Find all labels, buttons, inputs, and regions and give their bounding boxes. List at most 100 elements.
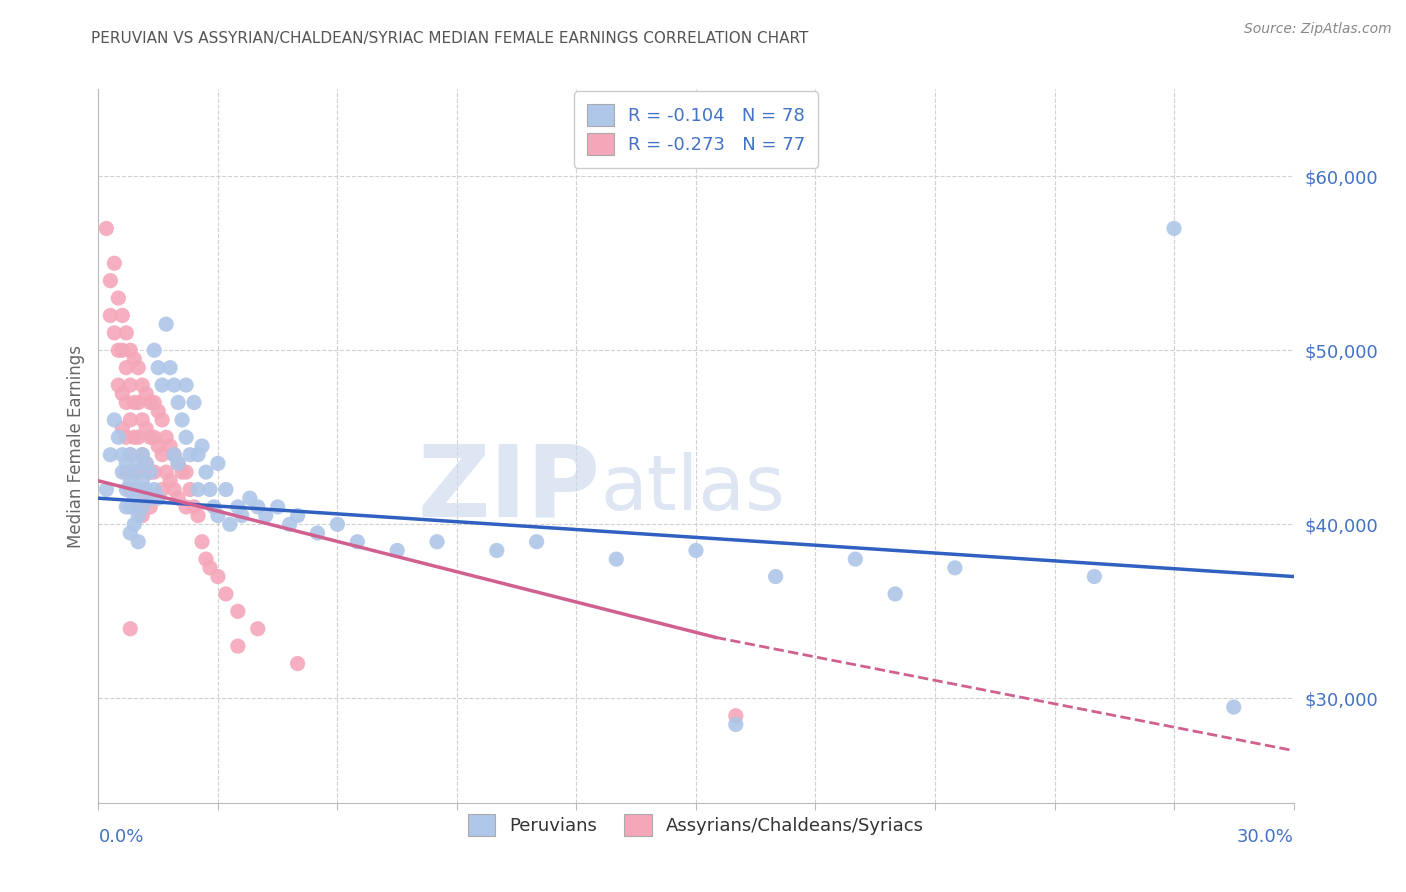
Point [135,483,157,497]
Point [191,534,214,549]
Legend: Peruvians, Assyrians/Chaldeans/Syriacs: Peruvians, Assyrians/Chaldeans/Syriacs [454,800,938,851]
Point [127,465,149,479]
Point [187,483,209,497]
Point [115,457,138,471]
Point [115,360,138,375]
Point [191,439,214,453]
Point [163,483,186,497]
Point [111,343,134,358]
Point [246,500,269,514]
Point [127,483,149,497]
Point [426,534,449,549]
Point [159,474,181,488]
Text: 0.0%: 0.0% [98,828,143,846]
Point [183,395,205,409]
Point [159,360,181,375]
Point [139,465,162,479]
Point [124,395,146,409]
Point [215,483,238,497]
Point [155,317,177,331]
Point [155,430,177,444]
Point [124,465,146,479]
Point [135,457,157,471]
Point [120,526,142,541]
Point [1083,569,1105,583]
Point [167,457,190,471]
Point [131,413,153,427]
Point [98,274,122,288]
Point [135,457,157,471]
Point [202,500,225,514]
Point [1223,700,1246,714]
Point [267,500,290,514]
Point [172,413,194,427]
Point [120,448,142,462]
Text: Source: ZipAtlas.com: Source: ZipAtlas.com [1244,22,1392,37]
Point [287,508,309,523]
Point [159,439,181,453]
Point [167,395,190,409]
Point [174,430,197,444]
Point [124,351,146,366]
Point [127,508,149,523]
Point [107,291,129,305]
Point [278,517,301,532]
Point [167,491,190,506]
Point [254,508,277,523]
Point [120,500,142,514]
Point [107,343,129,358]
Point [111,309,134,323]
Point [120,378,142,392]
Point [943,561,966,575]
Point [115,483,138,497]
Point [111,465,134,479]
Point [167,457,190,471]
Point [148,491,170,506]
Point [150,448,173,462]
Point [103,326,125,340]
Point [685,543,707,558]
Point [198,561,221,575]
Point [120,413,142,427]
Point [103,413,125,427]
Text: atlas: atlas [600,452,785,525]
Text: 30.0%: 30.0% [1237,828,1294,846]
Point [124,465,146,479]
Point [107,378,129,392]
Point [139,500,162,514]
Point [135,386,157,401]
Point [385,543,409,558]
Point [148,360,170,375]
Point [215,587,238,601]
Point [143,395,166,409]
Point [115,326,138,340]
Point [195,552,218,566]
Point [98,309,122,323]
Point [207,457,229,471]
Point [179,483,201,497]
Point [124,517,146,532]
Point [179,448,201,462]
Point [195,465,218,479]
Point [485,543,508,558]
Point [150,413,173,427]
Point [120,448,142,462]
Point [96,221,118,235]
Point [226,604,249,618]
Point [139,491,162,506]
Point [1163,221,1185,235]
Point [207,569,229,583]
Point [120,474,142,488]
Point [174,378,197,392]
Point [111,421,134,435]
Point [150,378,173,392]
Point [127,395,149,409]
Point [120,343,142,358]
Point [127,360,149,375]
Point [148,404,170,418]
Point [135,421,157,435]
Point [844,552,866,566]
Point [219,517,242,532]
Point [131,378,153,392]
Point [724,717,747,731]
